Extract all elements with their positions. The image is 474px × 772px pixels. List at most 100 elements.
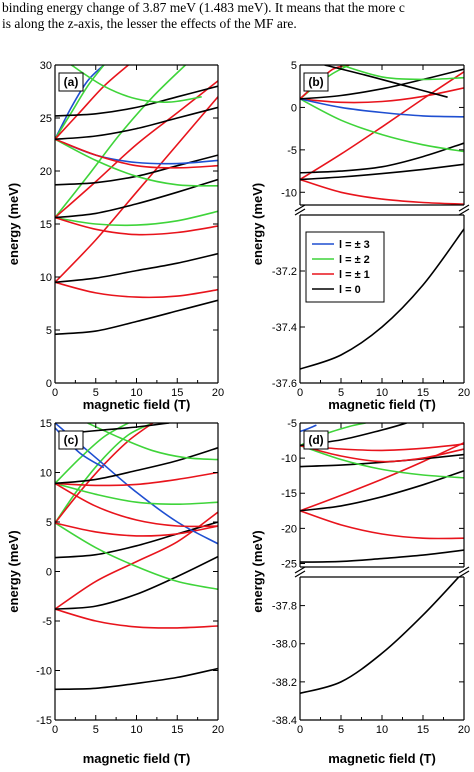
x-tick-label: 0 [52, 724, 58, 736]
panel-c: 0 5 10 15 20 -15 -10 -5 0 5 10 15 magnetic field (T)… [6, 418, 224, 766]
y-tick-label: 10 [40, 468, 52, 480]
y-tick-label: -37.8 [272, 601, 297, 613]
y-tick-label: 30 [40, 60, 52, 72]
legend-entry: l = ± 1 [339, 269, 370, 281]
x-tick-label: 15 [417, 724, 429, 736]
series-line-l2 [340, 65, 464, 81]
x-axis-label: magnetic field (T) [328, 397, 436, 412]
x-tick-label: 10 [376, 387, 388, 399]
y-tick-label: -10 [36, 666, 52, 678]
series-line-l1 [55, 471, 218, 487]
x-axis-label: magnetic field (T) [83, 397, 191, 412]
y-tick-label: 20 [40, 166, 52, 178]
series-line-l1 [55, 511, 218, 610]
y-axis-label: energy (meV) [6, 530, 21, 612]
series-line-l0 [300, 577, 460, 695]
panel-d: 0 5 10 15 20 -5 -10 -15 -20 -25 -37.8 -38.0 -38.2 -38… [250, 418, 470, 766]
series-group [55, 423, 218, 691]
x-tick-label: 0 [297, 387, 303, 399]
series-line-l1 [55, 482, 218, 528]
x-tick-label: 20 [458, 387, 470, 399]
axis-break-gap [294, 568, 470, 576]
legend: l = ± 3 l = ± 2 l = ± 1 l = 0 [305, 231, 385, 303]
series-group [300, 423, 464, 563]
panel-label: (a) [64, 75, 79, 89]
y-tick-label: -5 [42, 616, 52, 628]
series-line-l0 [300, 68, 464, 100]
y-axis-label: energy (meV) [250, 183, 265, 265]
series-line-l2 [55, 65, 186, 219]
series-line-l1 [55, 216, 218, 236]
series-line-l3 [300, 424, 317, 433]
caption-text: binding energy change of 3.87 meV (1.483… [2, 0, 472, 32]
series-line-l0 [300, 228, 464, 370]
y-tick-label: -38.2 [272, 677, 297, 689]
panel-b: 0 5 10 15 20 5 0 -5 -10 -37.2 -37.4 -37.6 magnetic f… [250, 60, 470, 412]
series-line-l0 [55, 299, 218, 335]
series-line-l0 [55, 447, 218, 485]
legend-entry: l = ± 2 [339, 254, 370, 266]
series-line-l0 [55, 85, 218, 117]
series-line-l2 [300, 98, 464, 153]
x-tick-label: 20 [458, 724, 470, 736]
series-line-l0 [300, 453, 464, 468]
series-line-l0 [55, 555, 218, 610]
y-axis-label: energy (meV) [6, 183, 21, 265]
y-tick-label: -20 [281, 523, 297, 535]
series-line-l0 [300, 142, 464, 174]
series-line-l2 [55, 482, 218, 506]
series-line-l0 [55, 106, 218, 140]
legend-entry: l = 0 [339, 284, 361, 296]
series-line-l0 [300, 470, 464, 512]
y-tick-label: 0 [46, 378, 52, 390]
series-line-l0 [55, 154, 218, 186]
panel-label-box [303, 72, 329, 92]
series-group [300, 577, 460, 695]
x-tick-label: 15 [417, 387, 429, 399]
series-group [55, 65, 218, 335]
series-line-l1 [55, 138, 218, 169]
panel-a: 0 5 10 15 20 0 5 10 15 20 25 30 magnetic field (T) en… [6, 60, 224, 412]
series-line-l3 [55, 65, 105, 140]
series-line-l2 [87, 423, 218, 461]
axis-break-mark [458, 566, 470, 574]
panel-label-box [58, 430, 84, 450]
y-tick-label: 0 [46, 567, 52, 579]
caption-line-1: binding energy change of 3.87 meV (1.483… [2, 0, 405, 15]
series-line-l2 [55, 522, 218, 591]
x-tick-label: 15 [171, 724, 183, 736]
series-line-l1 [55, 65, 129, 140]
x-tick-label: 20 [212, 387, 224, 399]
y-axis-label: energy (meV) [250, 530, 265, 612]
caption-line-2: is along the z-axis, the lesser the effe… [2, 16, 297, 31]
x-tick-label: 0 [297, 724, 303, 736]
y-tick-label: -5 [287, 145, 297, 157]
y-tick-label: 5 [46, 517, 52, 529]
panel-label-box [58, 72, 84, 92]
series-line-l2 [55, 210, 218, 227]
y-tick-label: -10 [281, 187, 297, 199]
series-line-l0 [300, 163, 464, 181]
series-line-l0 [324, 65, 448, 98]
y-tick-label: -15 [36, 715, 52, 727]
x-tick-label: 10 [376, 724, 388, 736]
series-line-l1 [55, 80, 218, 219]
axis-break-mark [294, 208, 306, 216]
series-group [300, 228, 464, 370]
series-line-l1 [300, 510, 464, 540]
series-line-l2 [55, 65, 105, 140]
y-tick-label: 25 [40, 113, 52, 125]
y-tick-label: -38.0 [272, 639, 297, 651]
y-tick-label: -10 [281, 453, 297, 465]
legend-entry: l = ± 3 [339, 239, 370, 251]
panel-label: (b) [308, 75, 323, 89]
series-line-l3 [300, 98, 464, 118]
series-line-l2 [55, 423, 154, 524]
x-tick-label: 15 [171, 387, 183, 399]
series-line-l0 [300, 549, 464, 563]
x-axis-label: magnetic field (T) [83, 751, 191, 766]
series-line-l1 [300, 178, 464, 205]
series-line-l0 [55, 178, 218, 219]
x-axis-label: magnetic field (T) [328, 751, 436, 766]
